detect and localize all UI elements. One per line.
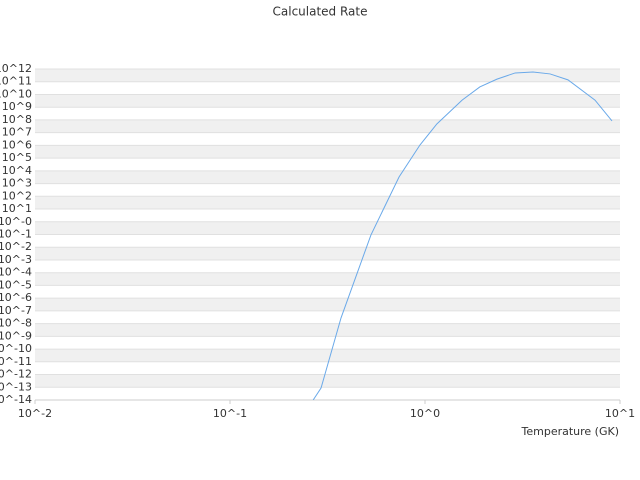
plot-area — [312, 71, 613, 400]
grid-band — [35, 247, 620, 260]
y-tick-label: 10^-10 — [0, 342, 32, 355]
y-tick-label: 10^-1 — [0, 228, 32, 241]
y-tick-label: 10^6 — [2, 138, 32, 151]
chart-title: Calculated Rate — [273, 5, 368, 19]
y-tick-label: 10^-8 — [0, 317, 32, 330]
y-tick-label: 10^-9 — [0, 329, 32, 342]
y-tick-label: 10^-13 — [0, 380, 32, 393]
y-tick-label: 10^4 — [2, 164, 32, 177]
y-tick-label: 10^8 — [2, 113, 32, 126]
x-tick-label: 10^1 — [605, 407, 635, 420]
y-tick-label: 10^-11 — [0, 355, 32, 368]
y-tick-label: 10^-6 — [0, 291, 32, 304]
y-tick-label: 10^3 — [2, 177, 32, 190]
data-line — [312, 71, 613, 400]
grid-band — [35, 323, 620, 337]
grid-band — [35, 272, 620, 286]
y-tick-label: 10^-0 — [0, 215, 32, 228]
grid-band — [35, 69, 620, 82]
y-tick-label: 10^5 — [2, 151, 32, 164]
grid-band — [35, 196, 620, 210]
y-tick-label: 10^-12 — [0, 368, 32, 381]
y-tick-label: 10^-5 — [0, 278, 32, 291]
x-tick-label: 10^-2 — [18, 407, 52, 420]
grid-band — [35, 298, 620, 311]
x-tick-label: 10^-1 — [213, 407, 247, 420]
grid-band — [35, 374, 620, 388]
grid-band — [35, 119, 620, 133]
y-tick-label: 10^1 — [2, 202, 32, 215]
y-tick-label: 10^-3 — [0, 253, 32, 266]
grid-band — [35, 349, 620, 362]
y-tick-label: 10^10 — [0, 87, 32, 100]
y-tick-label: 10^2 — [2, 189, 32, 202]
y-tick-label: 10^9 — [2, 100, 32, 113]
x-axis-label: Temperature (GK) — [521, 425, 620, 438]
grid-band — [35, 170, 620, 184]
y-tick-label: 10^7 — [2, 126, 32, 139]
y-tick-label: 10^11 — [0, 75, 32, 88]
y-tick-label: 10^-2 — [0, 240, 32, 253]
y-tick-label: 10^12 — [0, 62, 32, 75]
y-tick-label: 10^-14 — [0, 393, 32, 406]
x-tick-label: 10^0 — [410, 407, 440, 420]
grid-band — [35, 94, 620, 108]
grid-band — [35, 145, 620, 159]
grid-band — [35, 221, 620, 235]
y-tick-label: 10^-7 — [0, 304, 32, 317]
y-tick-label: 10^-4 — [0, 266, 32, 279]
